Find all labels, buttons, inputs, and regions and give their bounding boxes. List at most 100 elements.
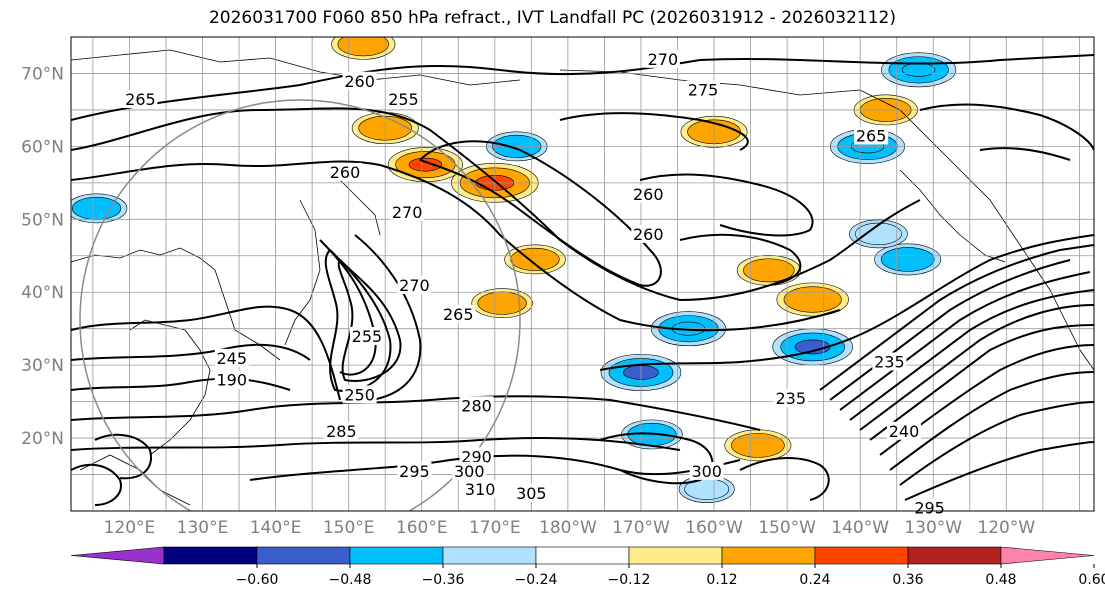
contour-label: 190 [216,371,247,390]
contour-label: 250 [344,385,375,404]
colorbar-segment [721,546,816,565]
contour-label: 265 [125,90,156,109]
positive-ivt-region [731,433,785,458]
contour-label: 235 [775,389,806,408]
contour-label: 310 [465,480,496,499]
contour-label: 260 [633,225,664,244]
contour-label: 300 [454,462,485,481]
colorbar-ticks: −0.60 −0.48 −0.36 −0.24 −0.12 0.12 0.24 0.36 0.4… [236,564,1105,588]
latitude-label: 60°N [21,137,64,157]
longitude-label: 130°W [904,518,962,538]
colorbar-segment [349,546,444,565]
contour-label-bg [689,461,724,480]
longitude-labels: 120°E 130°E 140°E 150°E 160°E 170°E 180°W 170°W… [104,518,1036,538]
colorbar-tick-label: 0.12 [706,572,737,588]
longitude-label: 150°E [323,518,375,538]
longitude-label: 130°E [177,518,229,538]
contour-label-bg [452,461,487,480]
contour-label-bg [214,370,249,389]
longitude-label: 180°W [539,518,597,538]
positive-ivt-region [743,258,795,283]
refractivity-contours [71,54,1094,506]
colorbar-segment [535,546,630,565]
contour-label-bg [872,352,907,371]
colorbar-extend-min [70,546,165,565]
longitude-label: 120°W [977,518,1035,538]
negative-ivt-region [71,196,122,220]
contour-label: 280 [461,396,492,415]
colorbar-segment [442,546,537,565]
contour-label: 290 [461,447,492,466]
contour-label-bg [441,305,476,324]
contour-label: 265 [443,305,474,324]
longitude-label: 120°E [104,518,156,538]
colorbar [70,546,1095,565]
contour-label-bg [214,348,249,367]
longitude-label: 170°E [469,518,521,538]
contour-label-bg [123,89,158,108]
contour-label-bg [397,275,432,294]
contour-label-bg [390,203,425,222]
contour-label: 245 [216,349,247,368]
colorbar-segment [907,546,1002,565]
latitude-label: 50°N [21,210,64,230]
colorbar-tick-label: 0.36 [892,572,923,588]
coastline-layer [71,49,1094,506]
negative-ivt-region-core [901,62,936,77]
contour-label: 270 [392,203,423,222]
contour-label-bg [328,162,363,181]
longitude-label: 140°W [831,518,889,538]
contour-label-bg [686,80,721,99]
contour-label-bg [631,224,666,243]
contour-label-bg [459,396,494,415]
contour-label: 295 [399,462,430,481]
colorbar-extend-max [1000,546,1095,565]
contour-label-bg [397,461,432,480]
contour-label: 275 [688,81,719,100]
colorbar-segment [814,546,909,565]
colorbar-tick-label: −0.12 [608,572,651,588]
colorbar-tick-label: −0.48 [329,572,372,588]
contour-label: 260 [633,185,664,204]
contour-label: 270 [648,50,679,69]
negative-ivt-region [854,222,902,245]
latitude-label: 20°N [21,429,64,449]
longitude-label: 160°W [685,518,743,538]
negative-ivt-region [880,247,935,272]
positive-ivt-region [337,37,389,57]
colorbar-tick-label: −0.24 [515,572,558,588]
colorbar-tick-label: −0.60 [236,572,279,588]
contour-label-bg [773,388,808,407]
colorbar-tick-label: −0.36 [422,572,465,588]
colorbar-segment [163,546,258,565]
contour-label-bg [854,126,889,145]
contour-label: 240 [889,422,920,441]
contour-label: 285 [326,422,357,441]
ivt-shading-layer [71,37,957,503]
contour-label: 295 [914,498,945,517]
colorbar-tick-label: 0.24 [799,572,830,588]
contour-label: 300 [691,462,722,481]
contour-label: 305 [516,484,547,503]
colorbar-segment [256,546,351,565]
contour-label: 260 [344,72,375,91]
contour-label: 255 [388,90,419,109]
contour-label-bg [912,498,947,517]
positive-ivt-region-core [408,157,443,172]
latitude-label: 40°N [21,283,64,303]
contour-label-bg [459,447,494,466]
contour-label-bg [463,480,498,499]
latitude-labels: 70°N 60°N 50°N 40°N 30°N 20°N [21,64,64,449]
contour-label-bg [349,326,384,345]
contour-label: 265 [856,126,887,145]
contour-label-bg [342,385,377,404]
colorbar-tick-label: 0.60 [1078,572,1105,588]
contour-label-bg [324,421,359,440]
contour-label-bg [342,71,377,90]
positive-ivt-region [783,286,842,313]
colorbar-tick-label: 0.48 [985,572,1016,588]
contour-label-bg [631,184,666,203]
map-frame [70,36,1095,512]
latitude-label: 70°N [21,64,64,84]
